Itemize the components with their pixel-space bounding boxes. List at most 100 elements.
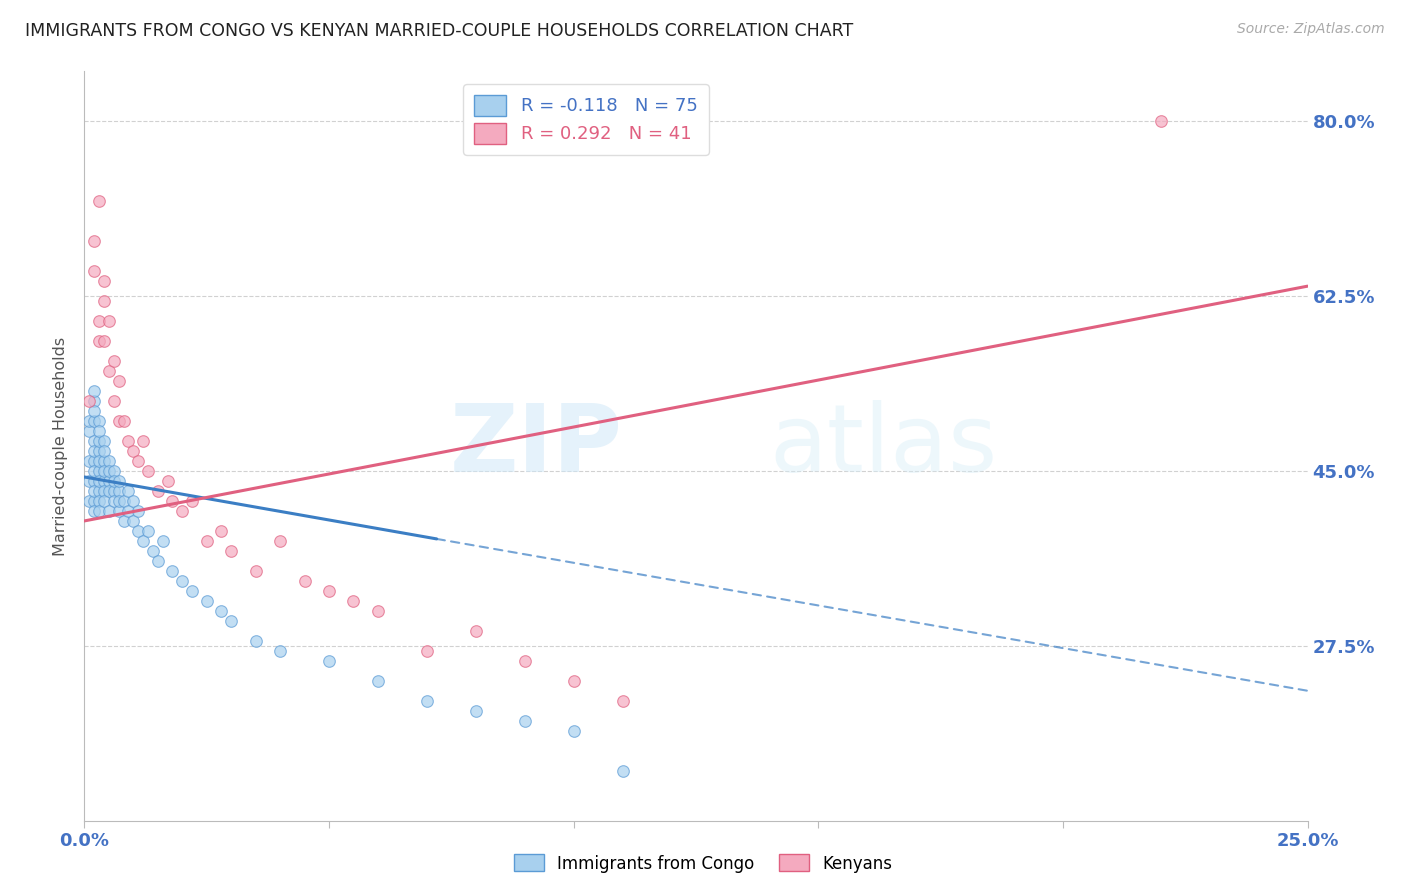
- Point: [195, 594, 218, 608]
- Point: [87, 334, 110, 348]
- Point: [83, 394, 105, 409]
- Point: [136, 524, 159, 538]
- Point: [93, 274, 115, 288]
- Point: [87, 504, 110, 518]
- Point: [612, 764, 634, 778]
- Text: Source: ZipAtlas.com: Source: ZipAtlas.com: [1237, 22, 1385, 37]
- Point: [103, 483, 125, 498]
- Point: [93, 464, 115, 478]
- Point: [83, 483, 105, 498]
- Point: [77, 424, 100, 438]
- Point: [209, 604, 232, 618]
- Point: [93, 474, 115, 488]
- Point: [142, 544, 165, 558]
- Point: [117, 483, 139, 498]
- Point: [146, 554, 169, 568]
- Point: [97, 483, 120, 498]
- Point: [245, 633, 267, 648]
- Point: [83, 234, 105, 248]
- Point: [83, 454, 105, 468]
- Point: [83, 444, 105, 458]
- Point: [83, 504, 105, 518]
- Point: [93, 294, 115, 309]
- Point: [107, 474, 129, 488]
- Point: [77, 494, 100, 508]
- Point: [146, 483, 169, 498]
- Point: [83, 464, 105, 478]
- Point: [93, 483, 115, 498]
- Point: [93, 334, 115, 348]
- Legend: R = -0.118   N = 75, R = 0.292   N = 41: R = -0.118 N = 75, R = 0.292 N = 41: [463, 84, 709, 154]
- Point: [562, 673, 585, 688]
- Point: [83, 414, 105, 428]
- Point: [464, 704, 486, 718]
- Point: [136, 464, 159, 478]
- Point: [127, 524, 149, 538]
- Point: [93, 434, 115, 448]
- Point: [83, 494, 105, 508]
- Point: [195, 533, 218, 548]
- Point: [97, 464, 120, 478]
- Point: [97, 364, 120, 378]
- Point: [172, 574, 194, 588]
- Point: [181, 583, 204, 598]
- Point: [83, 264, 105, 278]
- Point: [318, 583, 340, 598]
- Point: [112, 414, 135, 428]
- Point: [107, 414, 129, 428]
- Point: [122, 444, 145, 458]
- Point: [162, 564, 184, 578]
- Point: [112, 514, 135, 528]
- Point: [97, 504, 120, 518]
- Point: [1150, 114, 1173, 128]
- Point: [103, 474, 125, 488]
- Point: [269, 644, 291, 658]
- Point: [77, 414, 100, 428]
- Point: [87, 314, 110, 328]
- Point: [156, 474, 179, 488]
- Point: [562, 723, 585, 738]
- Point: [152, 533, 174, 548]
- Point: [87, 434, 110, 448]
- Point: [612, 694, 634, 708]
- Point: [103, 354, 125, 368]
- Point: [181, 494, 204, 508]
- Point: [464, 624, 486, 638]
- Point: [103, 494, 125, 508]
- Point: [367, 673, 389, 688]
- Point: [77, 474, 100, 488]
- Point: [93, 444, 115, 458]
- Point: [87, 494, 110, 508]
- Point: [219, 544, 242, 558]
- Text: atlas: atlas: [769, 400, 998, 492]
- Point: [87, 414, 110, 428]
- Point: [245, 564, 267, 578]
- Point: [87, 474, 110, 488]
- Point: [416, 644, 439, 658]
- Point: [127, 504, 149, 518]
- Point: [87, 483, 110, 498]
- Y-axis label: Married-couple Households: Married-couple Households: [53, 336, 69, 556]
- Point: [367, 604, 389, 618]
- Point: [103, 394, 125, 409]
- Point: [172, 504, 194, 518]
- Point: [107, 494, 129, 508]
- Point: [269, 533, 291, 548]
- Point: [513, 654, 536, 668]
- Point: [87, 454, 110, 468]
- Point: [209, 524, 232, 538]
- Point: [97, 314, 120, 328]
- Point: [342, 594, 364, 608]
- Point: [83, 474, 105, 488]
- Point: [513, 714, 536, 728]
- Text: IMMIGRANTS FROM CONGO VS KENYAN MARRIED-COUPLE HOUSEHOLDS CORRELATION CHART: IMMIGRANTS FROM CONGO VS KENYAN MARRIED-…: [25, 22, 853, 40]
- Point: [93, 454, 115, 468]
- Point: [117, 434, 139, 448]
- Point: [87, 444, 110, 458]
- Point: [83, 434, 105, 448]
- Point: [103, 464, 125, 478]
- Point: [132, 533, 155, 548]
- Point: [416, 694, 439, 708]
- Point: [83, 404, 105, 418]
- Point: [318, 654, 340, 668]
